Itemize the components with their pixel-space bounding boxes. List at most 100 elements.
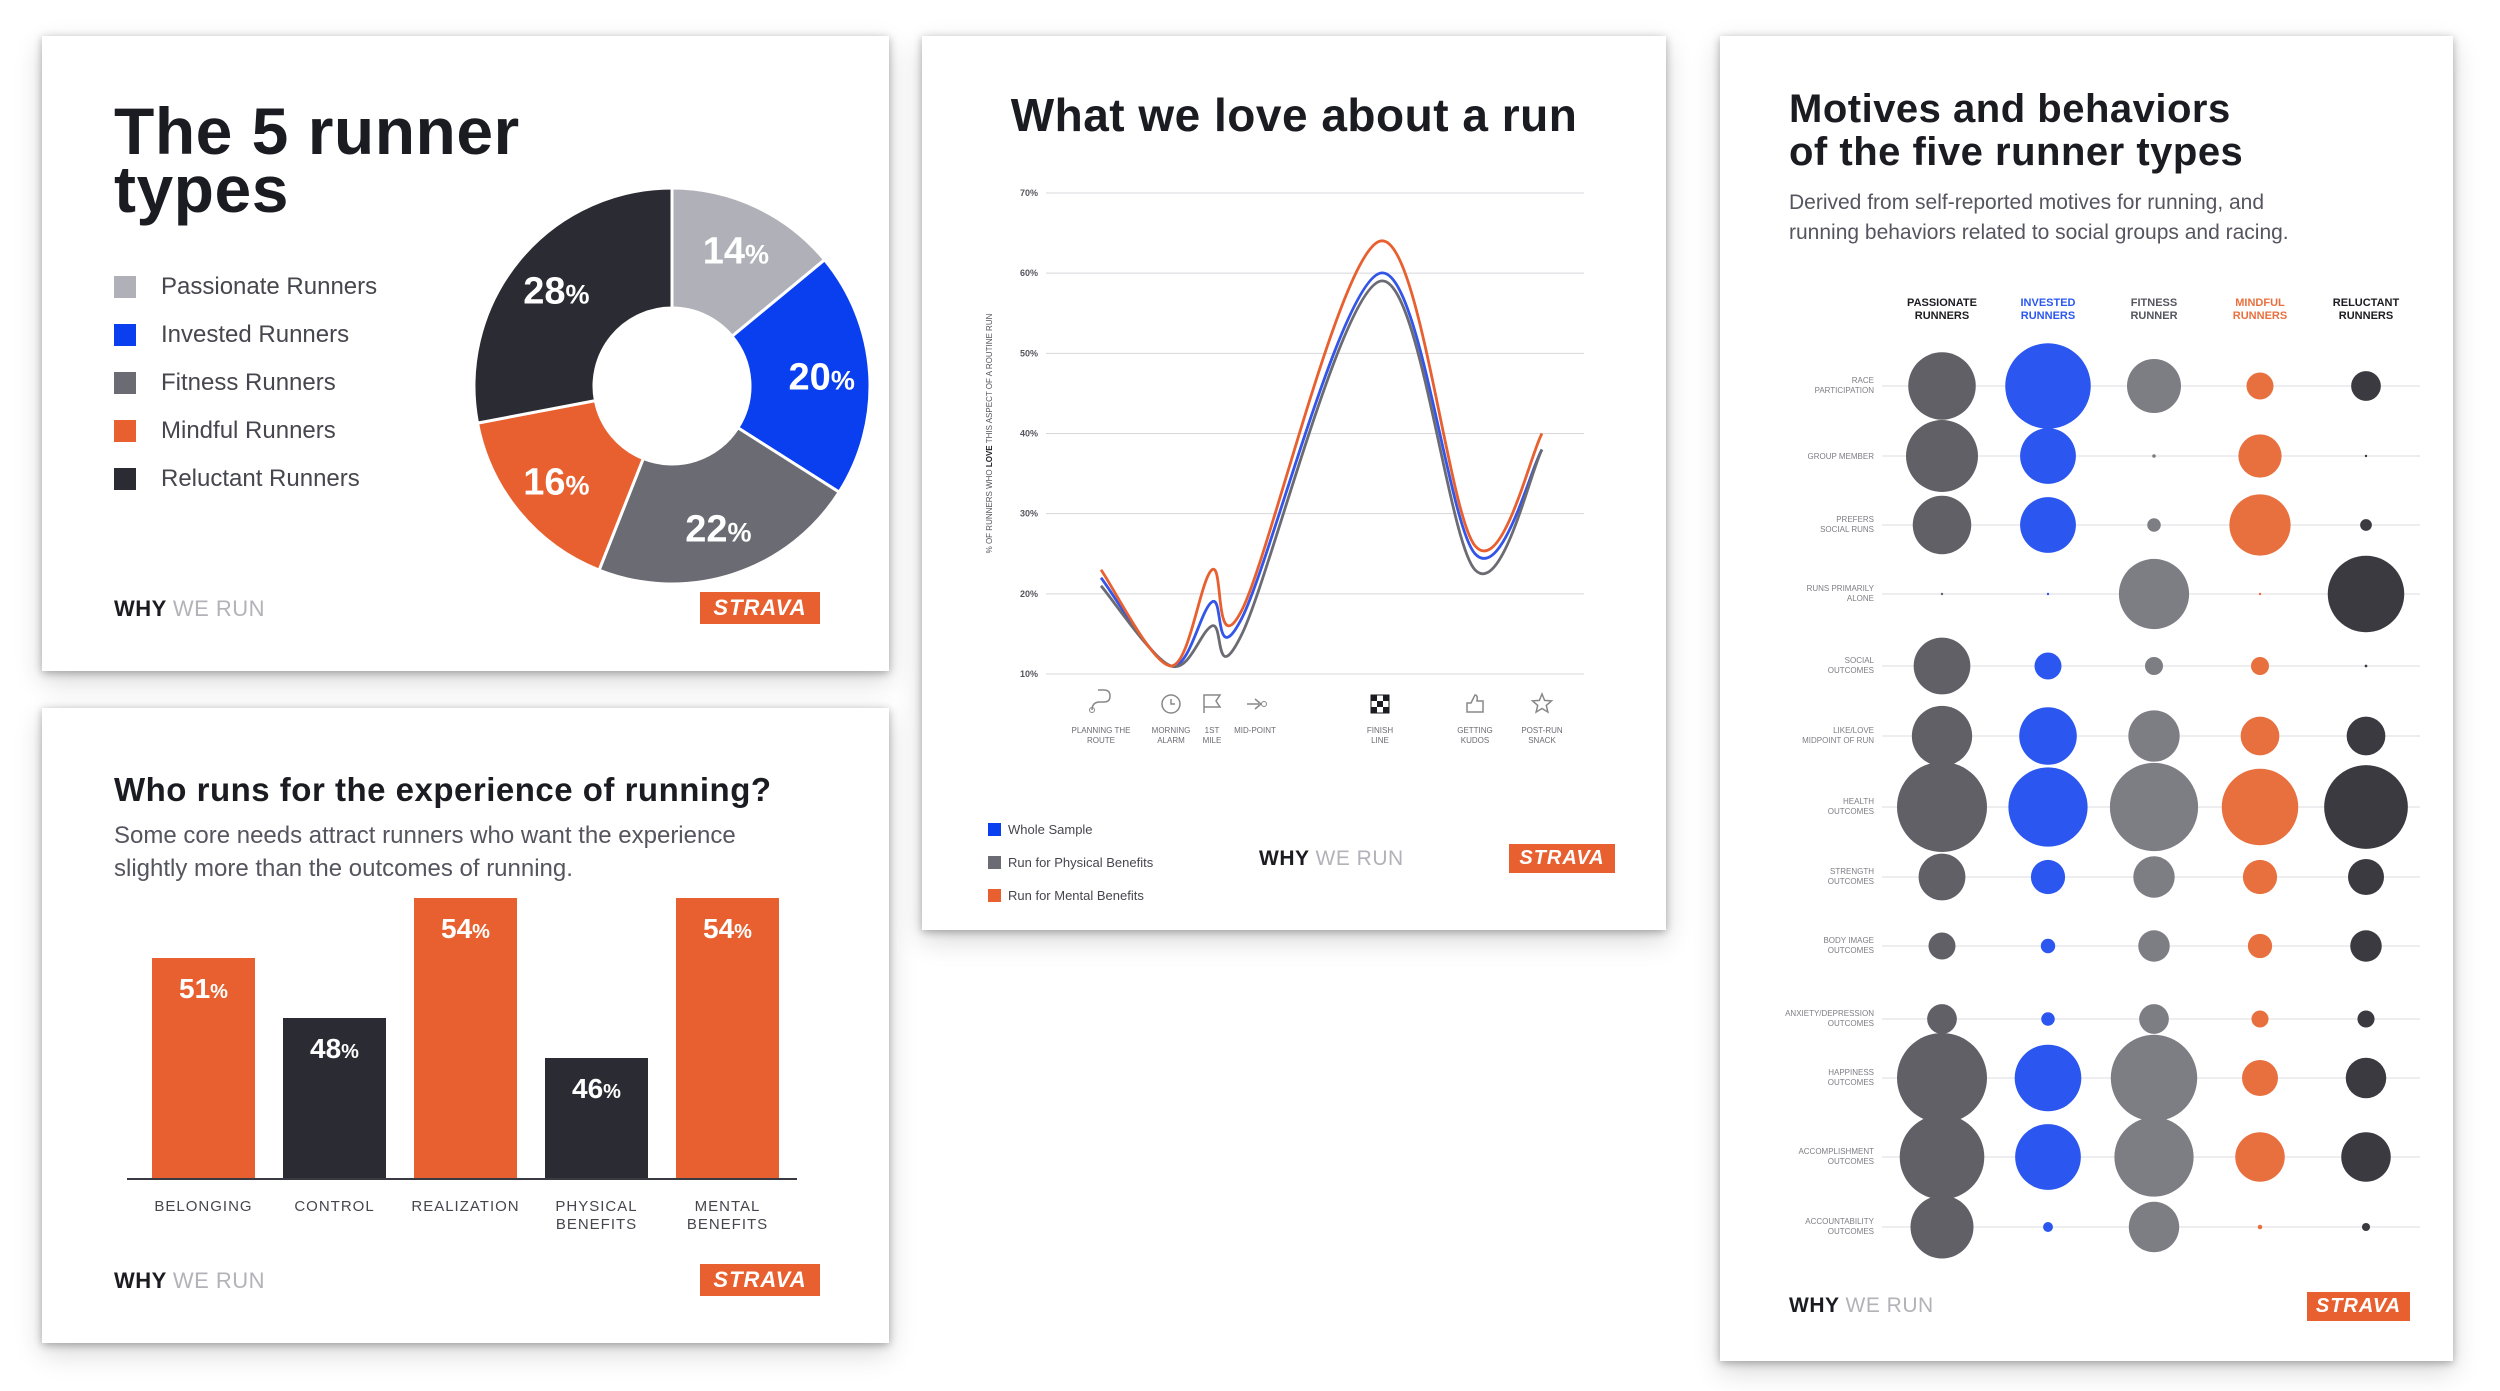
legend-swatch: [114, 372, 136, 394]
x-tick-label-line: FINISH: [1367, 726, 1393, 735]
row-label-line: BODY IMAGE: [1823, 936, 1874, 945]
route-icon-path: [1091, 689, 1111, 711]
legend-item: Passionate Runners: [114, 263, 377, 311]
x-tick-label-line: SNACK: [1528, 736, 1556, 745]
bubble: [2128, 710, 2180, 762]
bar: [676, 898, 779, 1178]
row-label: RUNS PRIMARILY ALONE: [1807, 584, 1875, 603]
row-label-line: MIDPOINT OF RUN: [1802, 736, 1874, 745]
y-tick-label: 60%: [1020, 268, 1038, 278]
row-label: HEALTH OUTCOMES: [1828, 797, 1874, 816]
legend-item: Mindful Runners: [114, 407, 377, 455]
page-title: The 5 runner types: [114, 98, 520, 222]
series-line: [1099, 239, 1544, 668]
y-axis-label-part: THIS ASPECT OF A ROUTINE RUN: [985, 313, 994, 445]
bar-category-label-line: BELONGING: [154, 1198, 252, 1215]
line-chart: 10% 20% 30% 40% 50% 60% 70% % OF RUNNERS WHO LO…: [985, 188, 1584, 903]
logo-we-run: WE RUN: [1845, 1294, 1934, 1317]
thumb-shape: [1466, 694, 1484, 713]
bar-category-label: CONTROL: [294, 1198, 374, 1215]
bar-chart: 51%BELONGING48%CONTROL54%REALIZATION46%P…: [127, 898, 797, 1233]
bubble: [2110, 1034, 2198, 1122]
x-tick-label-line: GETTING: [1457, 726, 1493, 735]
bubble: [1940, 592, 1944, 596]
donut-slice: [475, 398, 646, 573]
x-tick-label-line: ALARM: [1157, 736, 1185, 745]
bubble: [2138, 930, 2170, 962]
legend-item: Reluctant Runners: [114, 455, 377, 503]
row-label-line: OUTCOMES: [1828, 1157, 1874, 1166]
row-label: PREFERS SOCIAL RUNS: [1820, 515, 1874, 534]
bubble: [1928, 932, 1956, 960]
bar-value-label-unit: %: [341, 1041, 359, 1063]
logo-we-run: WE RUN: [1315, 847, 1404, 870]
bubble: [2357, 1010, 2375, 1028]
column-header-line: RUNNERS: [2339, 310, 2393, 322]
bubble: [2221, 768, 2299, 846]
bubble: [2114, 1117, 2194, 1197]
column-header: PASSIONATE RUNNERS: [1907, 297, 1977, 322]
star-icon: [1530, 692, 1554, 714]
x-tick-label: MID-POINT: [1234, 726, 1276, 735]
donut-slice: [472, 186, 674, 425]
bubble: [1897, 1033, 1987, 1123]
row-label: GROUP MEMBER: [1807, 452, 1874, 461]
bubble: [2258, 592, 2262, 596]
title-line-2: of the five runner types: [1789, 130, 2244, 174]
bar-category-label-line: PHYSICAL: [555, 1198, 637, 1215]
bubble: [1908, 352, 1976, 420]
logo-why: WHY: [114, 596, 167, 621]
row-label-line: HEALTH: [1843, 797, 1874, 806]
column-header: MINDFUL RUNNERS: [2233, 297, 2287, 322]
legend-label: Reluctant Runners: [161, 465, 360, 492]
bubble: [2346, 716, 2386, 756]
column-header-line: RUNNERS: [2021, 310, 2075, 322]
row-label-line: ANXIETY/DEPRESSION: [1785, 1009, 1874, 1018]
bubble: [2019, 707, 2077, 765]
legend-swatch: [114, 468, 136, 490]
donut-slice-label-unit: %: [831, 366, 855, 396]
midpoint-dot: [1261, 701, 1267, 707]
y-tick-label: 10%: [1020, 669, 1038, 679]
row-label-line: OUTCOMES: [1828, 1227, 1874, 1236]
why-we-run-logo: WHY WE RUN: [114, 596, 265, 622]
bubble: [2030, 859, 2066, 895]
row-label: ACCOUNTABILITY OUTCOMES: [1805, 1217, 1874, 1236]
bubble: [2005, 343, 2091, 429]
row-label: BODY IMAGE OUTCOMES: [1823, 936, 1874, 955]
flag-shape: [1203, 694, 1222, 713]
bubble: [2257, 1224, 2263, 1230]
row-label: ACCOMPLISHMENT OUTCOMES: [1798, 1147, 1874, 1166]
strava-logo: STRAVA: [700, 592, 820, 624]
strava-logo: STRAVA: [700, 1264, 820, 1296]
row-label-line: LIKE/LOVE: [1833, 726, 1874, 735]
row-label-line: OUTCOMES: [1828, 807, 1874, 816]
bubble: [2128, 1201, 2180, 1253]
finish-flag-icon: [1370, 694, 1390, 714]
bubble: [2040, 938, 2056, 954]
bar: [283, 1018, 386, 1178]
bar-category-label-line: REALIZATION: [411, 1198, 519, 1215]
bar-value-label-unit: %: [603, 1081, 621, 1103]
x-tick-label-line: KUDOS: [1461, 736, 1489, 745]
x-tick-label-line: LINE: [1371, 736, 1389, 745]
x-tick-label-line: PLANNING THE: [1072, 726, 1131, 735]
experience-card: Who runs for the experience of running? …: [42, 708, 889, 1343]
legend-label: Invested Runners: [161, 321, 350, 348]
love-about-run-card: What we love about a run 10% 20% 30% 40% 50%…: [922, 36, 1666, 930]
finish-flag-cell: [1383, 707, 1389, 713]
row-label-line: HAPPINESS: [1828, 1068, 1874, 1077]
legend-item: Fitness Runners: [114, 359, 377, 407]
title-line-2: types: [114, 152, 289, 226]
x-tick-label-line: POST-RUN: [1521, 726, 1563, 735]
legend-label: Fitness Runners: [161, 369, 336, 396]
x-tick-label: GETTING KUDOS: [1457, 726, 1493, 745]
bubble: [2341, 1132, 2391, 1182]
bubble: [2242, 859, 2278, 895]
bar: [545, 1058, 648, 1178]
bar-category-label-line: CONTROL: [294, 1198, 374, 1215]
x-tick-label: 1ST MILE: [1203, 726, 1222, 745]
donut-slice: [597, 425, 842, 586]
legend-swatch: [114, 420, 136, 442]
